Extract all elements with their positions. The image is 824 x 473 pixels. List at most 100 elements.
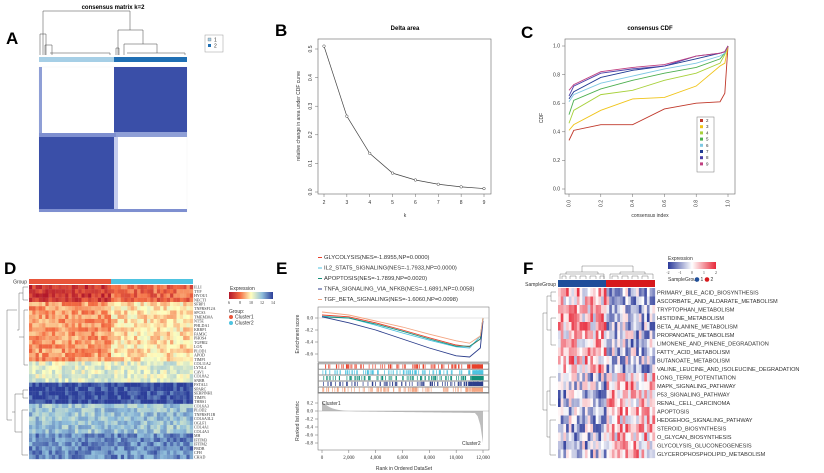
heatmap-cell	[38, 357, 43, 362]
heatmap-cell	[603, 449, 607, 459]
heatmap-cell	[101, 395, 105, 400]
hit-mark	[433, 364, 435, 369]
heatmap-cell	[186, 357, 190, 362]
heatmap-cell	[579, 432, 583, 442]
heatmap-cell	[78, 378, 82, 383]
heatmap-cell	[156, 395, 161, 400]
ranked-y-axis-label: Ranked list metric	[295, 401, 301, 441]
heatmap-cell	[633, 424, 637, 433]
heatmap-cell	[35, 408, 39, 413]
hit-mark	[365, 370, 366, 375]
heatmap-cell	[107, 306, 112, 311]
heatmap-cell	[179, 433, 184, 438]
heatmap-cell	[150, 420, 154, 426]
heatmap-cell	[163, 327, 167, 332]
heatmap-cell	[29, 344, 33, 349]
heatmap-cell	[61, 285, 66, 290]
row-label: SERPINH1	[194, 391, 213, 396]
heatmap-cell	[143, 352, 148, 358]
heatmap-cell	[94, 297, 99, 303]
hit-mark	[351, 376, 353, 381]
heatmap-cell	[65, 357, 69, 362]
heatmap-cell	[32, 382, 36, 388]
heatmap-cell	[625, 347, 629, 357]
heatmap-cell	[120, 382, 125, 388]
heatmap-cell	[51, 314, 56, 320]
heatmap-cell	[84, 357, 89, 362]
heatmap-cell	[130, 408, 135, 413]
heatmap-cell	[88, 289, 92, 294]
heatmap-cell	[58, 285, 62, 290]
heatmap-cell	[81, 331, 85, 337]
heatmap-cell	[611, 424, 615, 433]
hit-mark	[455, 376, 457, 381]
heatmap-cell	[638, 415, 642, 425]
heatmap-cell	[160, 433, 164, 438]
heatmap-cell	[176, 331, 181, 337]
heatmap-cell	[170, 318, 174, 324]
heatmap-cell	[91, 327, 95, 332]
heatmap-cell	[611, 288, 615, 297]
hit-mark	[380, 376, 382, 381]
heatmap-cell	[649, 347, 653, 357]
heatmap-cell	[579, 356, 583, 365]
heatmap-cell	[143, 437, 148, 443]
heatmap-cell	[147, 335, 151, 341]
heatmap-cell	[133, 437, 138, 443]
hit-mark	[384, 381, 386, 386]
heatmap-cell	[170, 323, 174, 328]
heatmap-cell	[140, 297, 144, 303]
panel-label-d: D	[4, 259, 16, 278]
heatmap-cell	[179, 323, 184, 328]
heatmap-cell	[55, 454, 59, 460]
heatmap-cell	[166, 374, 171, 379]
row-label: SPARC	[194, 386, 207, 391]
heatmap-cell	[51, 344, 56, 349]
hit-mark	[442, 364, 443, 369]
hit-mark	[423, 364, 425, 369]
heatmap-cell	[65, 318, 69, 324]
heatmap-cell	[147, 454, 151, 460]
row-label: BETA_ALANINE_METABOLISM	[657, 324, 738, 330]
heatmap-cell	[147, 391, 151, 396]
heatmap-cell	[630, 330, 634, 340]
heatmap-cell	[111, 306, 115, 311]
row-label: IFITM3	[194, 437, 207, 442]
heatmap-cell	[625, 288, 629, 297]
heatmap-cell	[38, 323, 43, 328]
heatmap-cell	[614, 432, 618, 442]
hit-mark	[342, 387, 344, 392]
heatmap-cell	[124, 348, 128, 354]
heatmap-cell	[609, 407, 613, 416]
cdf-line-k9	[568, 45, 729, 91]
heatmap-cell	[137, 386, 141, 392]
heatmap-cell	[179, 314, 184, 320]
heatmap-cell	[29, 446, 33, 451]
hit-mark	[391, 370, 393, 375]
heatmap-cell	[622, 398, 626, 408]
heatmap-cell	[81, 297, 85, 303]
heatmap-cell	[609, 432, 613, 442]
heatmap-cell	[78, 454, 82, 460]
hit-mark	[354, 381, 356, 386]
heatmap-cell	[91, 454, 95, 460]
heatmap-cell	[150, 395, 154, 400]
y-tick-label: 0.5	[308, 45, 314, 52]
heatmap-cell	[71, 331, 76, 337]
heatmap-cell	[584, 322, 588, 331]
heatmap-cell	[45, 450, 49, 455]
heatmap-cell	[652, 424, 656, 433]
legend-tick: 0	[691, 271, 693, 275]
heatmap-cell	[120, 314, 125, 320]
heatmap-cell	[81, 403, 85, 409]
hit-mark	[436, 370, 437, 375]
hit-mark	[362, 387, 364, 392]
heatmap-cell	[81, 310, 85, 315]
heatmap-cell	[617, 347, 621, 357]
heatmap-cell	[38, 450, 43, 455]
hit-mark	[411, 381, 413, 386]
heatmap-cell	[117, 335, 121, 341]
heatmap-cell	[51, 408, 56, 413]
heatmap-cell	[156, 420, 161, 426]
heatmap-cell	[88, 437, 92, 443]
